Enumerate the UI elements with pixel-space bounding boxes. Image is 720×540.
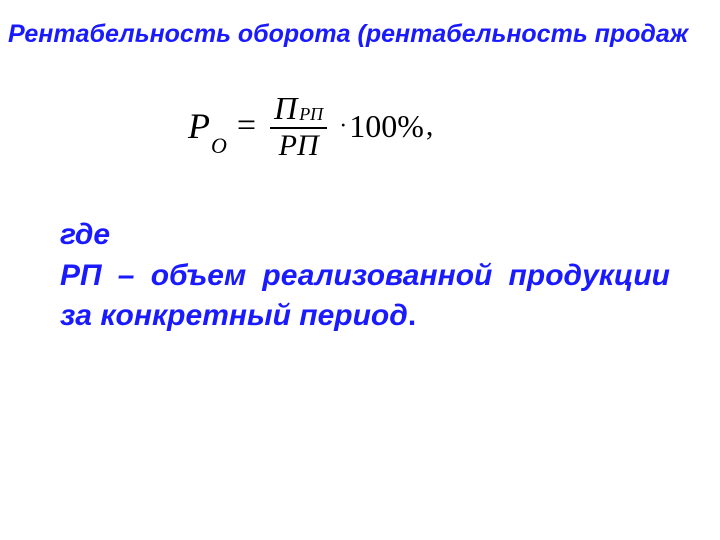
formula-equals: = bbox=[237, 107, 256, 145]
formula-denominator-symbol: РП bbox=[279, 129, 319, 163]
explanation-gde: где bbox=[60, 215, 670, 256]
explanation-period: . bbox=[408, 299, 416, 332]
formula-numerator: П РП bbox=[270, 90, 327, 127]
explanation-body-wrap: РП – объем реализованной продукции за ко… bbox=[60, 256, 670, 337]
formula-cdot: · bbox=[339, 113, 347, 140]
formula-denominator: РП bbox=[275, 129, 323, 163]
explanation-block: где РП – объем реализованной продукции з… bbox=[60, 215, 670, 337]
formula-numerator-symbol: П bbox=[274, 90, 297, 127]
formula-row: Р О = П РП РП · 100 % , bbox=[188, 90, 433, 163]
formula-block: Р О = П РП РП · 100 % , bbox=[188, 90, 433, 163]
explanation-body: РП – объем реализованной продукции за ко… bbox=[60, 259, 670, 333]
formula-trailing-comma: , bbox=[426, 109, 434, 143]
formula-fraction: П РП РП bbox=[270, 90, 327, 163]
formula-percent: % bbox=[397, 108, 424, 145]
formula-lhs-subscript: О bbox=[211, 133, 227, 159]
formula-multiplier: 100 bbox=[349, 108, 397, 145]
slide-heading: Рентабельность оборота (рентабельность п… bbox=[0, 20, 720, 49]
formula-lhs-symbol: Р bbox=[188, 105, 210, 147]
formula-numerator-subscript: РП bbox=[299, 104, 323, 125]
